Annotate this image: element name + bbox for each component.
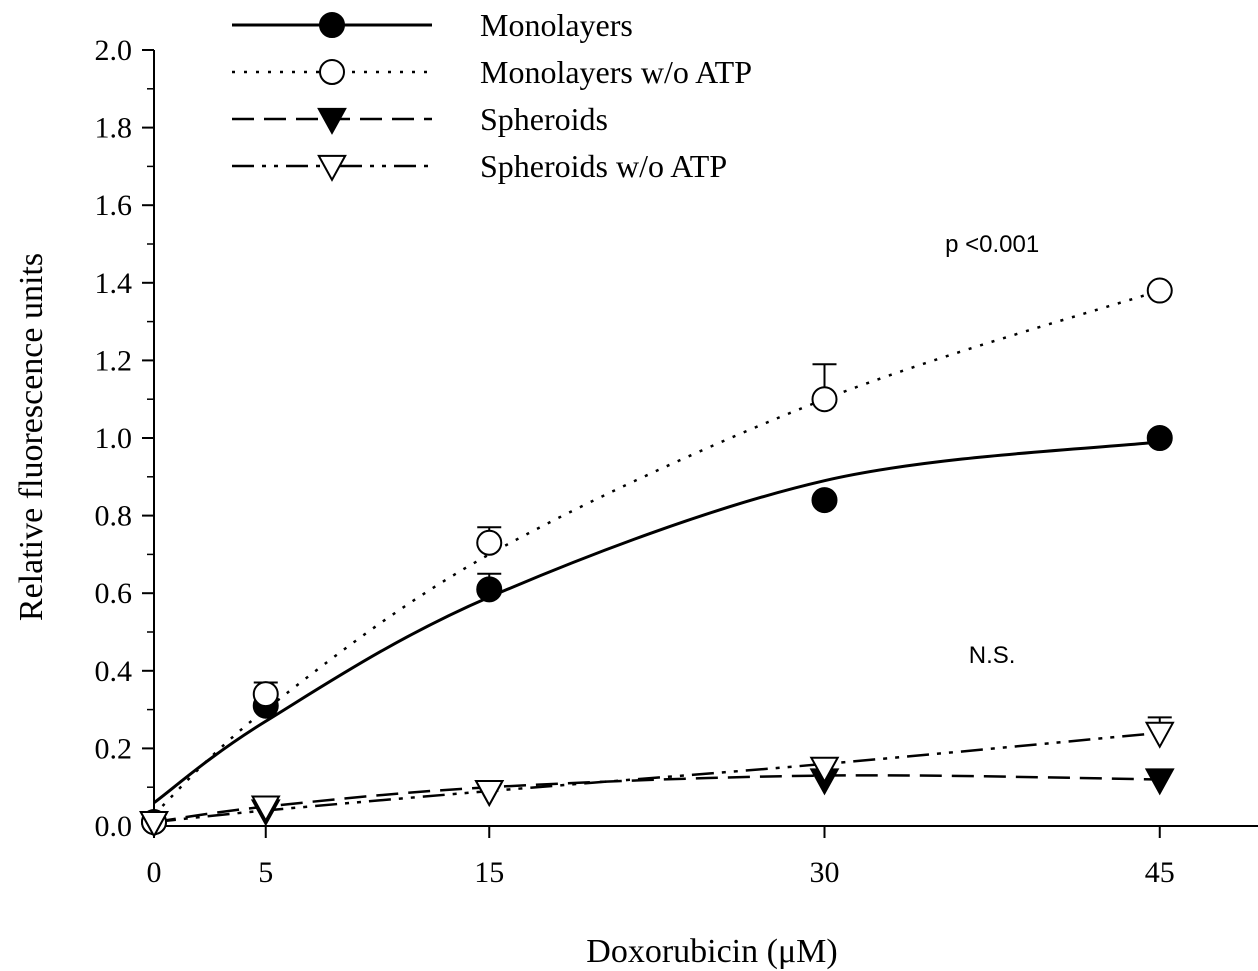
data-point (809, 756, 840, 784)
x-tick-label: 0 (147, 856, 162, 889)
x-tick-label: 15 (474, 856, 504, 889)
y-tick-label: 1.0 (95, 422, 133, 455)
data-point (811, 386, 838, 413)
legend-marker (317, 107, 347, 135)
data-point (474, 780, 505, 808)
data-point (811, 487, 838, 514)
legend-marker (319, 59, 345, 85)
legend-label: Spheroids w/o ATP (480, 148, 727, 184)
legend-marker (317, 154, 347, 182)
data-points (139, 277, 1175, 839)
y-tick-label: 0.2 (95, 732, 133, 765)
data-point (1144, 721, 1175, 749)
data-point (1146, 425, 1173, 451)
y-tick-label: 2.0 (95, 34, 133, 67)
x-tick-label: 30 (810, 856, 840, 889)
data-point (250, 795, 281, 823)
fit-curve (153, 731, 1160, 824)
fit-curve (153, 774, 1160, 824)
y-tick-label: 0.8 (95, 500, 133, 533)
y-tick-label: 1.8 (95, 112, 133, 145)
fit-curve (153, 289, 1161, 816)
annotations: p <0.001 N.S. (945, 231, 1039, 669)
y-tick-label: 0.0 (95, 810, 133, 843)
data-point (1146, 277, 1173, 304)
fit-curves (153, 289, 1161, 824)
x-tick-label: 45 (1145, 856, 1175, 889)
y-axis-label: Relative fluorescence units (13, 253, 50, 621)
axes: 0.0 0.2 0.4 0.6 0.8 1.0 1.2 1.4 1.6 1.8 2.0 0 5 15 30 4… (95, 34, 1258, 889)
legend-label: Monolayers w/o ATP (480, 54, 752, 90)
fit-curve (153, 440, 1160, 804)
data-point (139, 811, 169, 839)
data-point (476, 529, 503, 556)
legend-label: Monolayers (480, 7, 633, 43)
data-point (252, 681, 279, 708)
legend: Monolayers Monolayers w/o ATP Spheroids Sph… (232, 7, 752, 184)
data-point (1144, 768, 1175, 796)
annotation: N.S. (969, 642, 1016, 669)
legend-marker (319, 12, 345, 38)
y-tick-label: 1.4 (95, 267, 133, 300)
legend-label: Spheroids (480, 101, 608, 137)
y-tick-label: 1.6 (95, 189, 133, 222)
annotation: p <0.001 (945, 231, 1039, 258)
data-point (476, 576, 503, 603)
y-tick-label: 1.2 (95, 344, 133, 377)
y-tick-label: 0.6 (95, 577, 133, 610)
y-tick-label: 0.4 (95, 655, 133, 688)
x-tick-label: 5 (258, 856, 273, 889)
x-axis-label: Doxorubicin (μM) (586, 933, 837, 970)
